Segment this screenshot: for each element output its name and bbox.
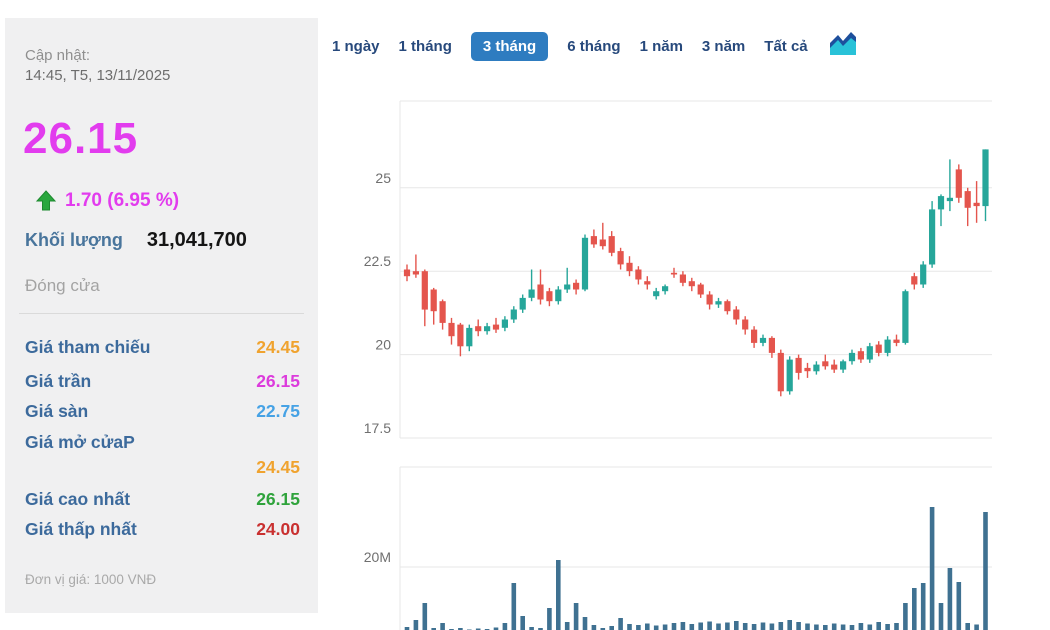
divider <box>19 313 304 314</box>
row-reference-price: Giá tham chiếu 24.45 <box>25 337 300 361</box>
row-open-price-value: 24.45 <box>25 457 300 481</box>
last-price: 26.15 <box>23 114 139 163</box>
volume-label: Khối lượng <box>25 230 123 250</box>
up-arrow-icon <box>35 190 57 211</box>
row-value: 22.75 <box>256 401 300 421</box>
area-chart-icon[interactable] <box>829 31 857 62</box>
svg-text:22.5: 22.5 <box>364 253 391 269</box>
svg-text:25: 25 <box>375 170 391 186</box>
row-floor-price: Giá sàn 22.75 <box>25 401 300 425</box>
svg-text:20: 20 <box>375 337 391 353</box>
row-open-price: Giá mở cửaP <box>25 432 300 456</box>
updated-label: Cập nhật: <box>25 47 91 64</box>
svg-text:20M: 20M <box>364 549 391 565</box>
volume-value: 31,041,700 <box>146 229 247 251</box>
open-price-flag: P <box>123 432 135 452</box>
price-change-row: 1.70 (6.95 %) <box>35 190 179 212</box>
row-ceiling-price: Giá trần 26.15 <box>25 371 300 395</box>
row-value: 26.15 <box>256 489 300 509</box>
row-value: 24.45 <box>256 457 300 477</box>
price-change: 1.70 (6.95 %) <box>65 190 180 211</box>
row-highest-price: Giá cao nhất 26.15 <box>25 489 300 513</box>
tab-1-ngay[interactable]: 1 ngày <box>332 37 380 55</box>
y-axis-labels: 25 22.5 20 17.5 20M <box>364 170 391 565</box>
row-value: 26.15 <box>256 371 300 391</box>
tab-tat-ca[interactable]: Tất cả <box>764 37 808 55</box>
tab-3-thang[interactable]: 3 tháng <box>470 31 549 61</box>
row-label: Giá trần <box>25 371 92 391</box>
volume-row: Khối lượng 31,041,700 <box>25 229 247 252</box>
close-label: Đóng cửa <box>25 276 100 295</box>
range-tabs: 1 ngày 1 tháng 3 tháng 6 tháng 1 năm 3 n… <box>332 30 857 62</box>
volume-bars <box>404 507 988 630</box>
row-label: Giá sàn <box>25 401 89 421</box>
tab-1-thang[interactable]: 1 tháng <box>398 37 452 55</box>
row-lowest-price: Giá thấp nhất 24.00 <box>25 519 300 543</box>
tab-6-thang[interactable]: 6 tháng <box>567 37 621 55</box>
row-label: Giá cao nhất <box>25 489 131 509</box>
update-block: Cập nhật: 14:45, T5, 13/11/2025 <box>25 46 170 86</box>
candles <box>403 149 989 397</box>
tab-1-nam[interactable]: 1 năm <box>639 37 683 55</box>
quote-summary-panel: Cập nhật: 14:45, T5, 13/11/2025 26.15 1.… <box>5 18 318 613</box>
svg-text:17.5: 17.5 <box>364 420 391 436</box>
row-label: Giá mở cửa <box>25 432 124 452</box>
row-label: Giá tham chiếu <box>25 337 151 357</box>
row-value: 24.45 <box>256 337 300 357</box>
tab-3-nam[interactable]: 3 năm <box>701 37 746 55</box>
row-label: Giá thấp nhất <box>25 519 137 539</box>
updated-time: 14:45, T5, 13/11/2025 <box>25 67 171 84</box>
price-unit-note: Đơn vị giá: 1000 VNĐ <box>25 572 157 587</box>
chart-gridlines <box>399 100 992 630</box>
row-value: 24.00 <box>256 519 300 539</box>
